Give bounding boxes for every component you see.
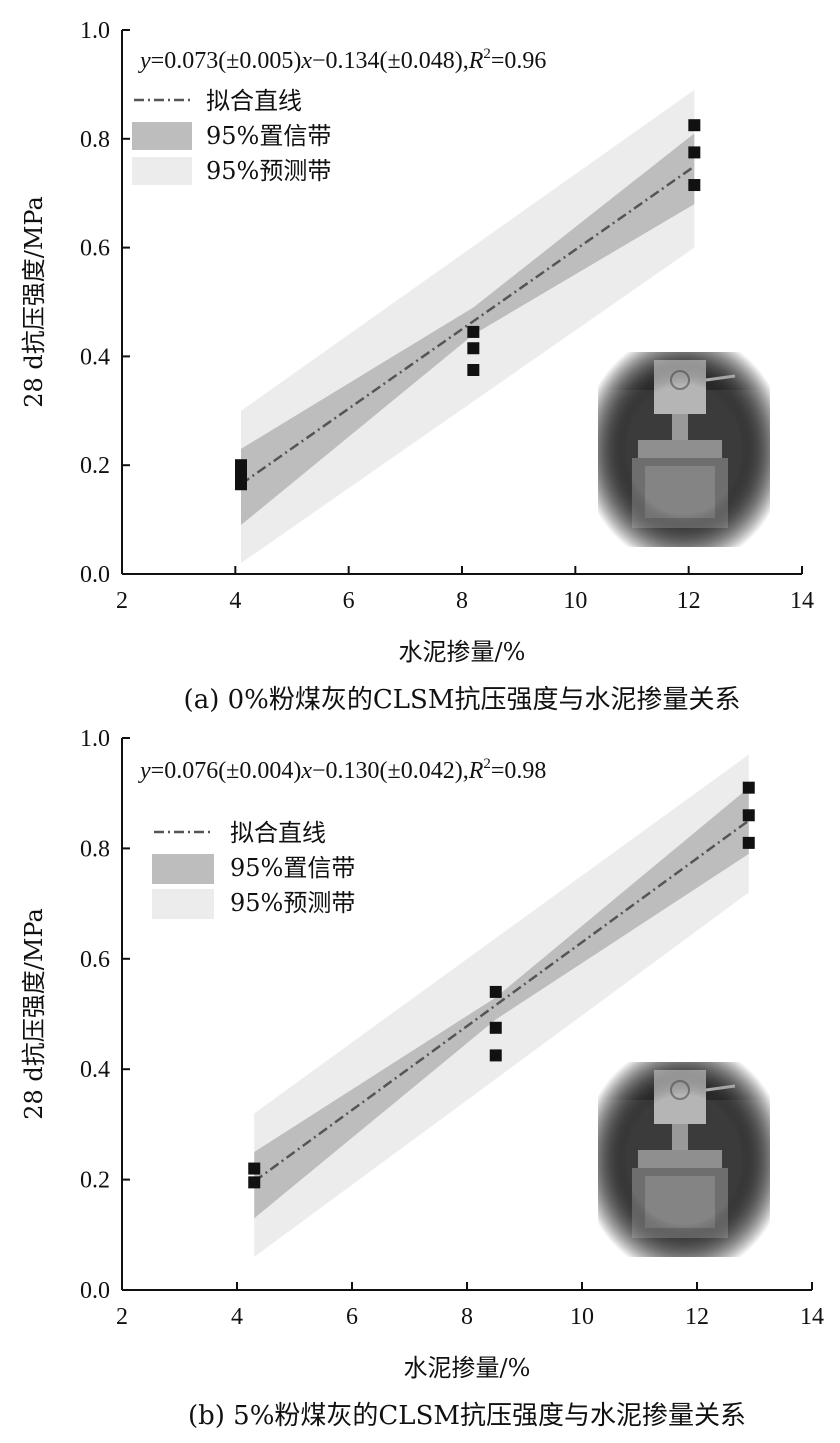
x-tick-label: 12 [685,1304,709,1330]
x-tick-label: 8 [461,1304,473,1330]
y-axis-label: 28 d抗压强度/MPa [20,908,48,1120]
data-point [742,809,755,822]
chart-panel-b: 2 4 6 8 10 12 14 0.0 0.2 0.4 0.6 0.8 1.0 y=0.076(±0… [20,726,824,1431]
data-point [467,364,480,376]
data-point [688,119,701,132]
x-tick-label: 2 [116,1304,128,1330]
data-point [742,836,755,849]
fit-equation: y=0.073(±0.005)x−0.134(±0.048),R2=0.96 [138,46,546,74]
fit-equation: y=0.076(±0.004)x−0.130(±0.042),R2=0.98 [138,756,546,784]
legend-fit-label: 拟合直线 [206,87,302,115]
x-ticks: 2 4 6 8 10 12 14 [116,566,814,614]
legend: 拟合直线 95%置信带 95%预测带 [152,819,355,919]
legend-fit-label: 拟合直线 [230,819,326,847]
legend-confidence-swatch [132,122,192,150]
data-point [235,470,247,483]
y-tick-label: 0.6 [80,236,110,262]
legend-confidence-swatch [152,854,214,884]
y-tick-label: 0.8 [80,836,110,862]
y-tick-label: 0.2 [80,1168,110,1194]
data-points [235,119,701,491]
y-ticks: 0.0 0.2 0.4 0.6 0.8 1.0 [80,18,130,588]
data-point [235,459,247,472]
x-tick-label: 12 [677,588,701,614]
data-points [248,781,755,1189]
y-tick-label: 1.0 [80,726,110,752]
fit-line [240,165,696,486]
legend-prediction-swatch [152,889,214,919]
x-tick-label: 6 [343,588,355,614]
x-axis-label: 水泥掺量/% [399,638,526,666]
legend-prediction-label: 95%预测带 [206,157,331,185]
x-tick-label: 14 [800,1304,824,1330]
y-tick-label: 0.0 [80,1278,110,1304]
legend-confidence-label: 95%置信带 [206,122,331,150]
data-point [742,781,755,794]
data-point [467,325,480,338]
data-point [688,179,701,192]
inset-photo [598,1062,770,1257]
y-tick-label: 0.2 [80,453,110,479]
y-axis-label: 28 d抗压强度/MPa [20,196,48,408]
x-tick-label: 6 [346,1304,358,1330]
x-ticks: 2 4 6 8 10 12 14 [116,1282,824,1330]
confidence-band [254,787,749,1219]
y-tick-label: 0.4 [80,344,110,370]
y-ticks: 0.0 0.2 0.4 0.6 0.8 1.0 [80,726,130,1304]
data-point [248,1176,261,1189]
data-point [467,342,480,355]
y-tick-label: 0.4 [80,1057,110,1083]
fit-line [253,819,750,1183]
x-tick-label: 14 [790,588,814,614]
x-tick-label: 8 [456,588,468,614]
legend-prediction-swatch [132,157,192,185]
y-tick-label: 0.8 [80,127,110,153]
x-axis-label: 水泥掺量/% [404,1354,531,1382]
data-point [489,1021,502,1034]
x-tick-label: 10 [563,588,587,614]
x-tick-label: 10 [570,1304,594,1330]
caption-b: (b) 5%粉煤灰的CLSM抗压强度与水泥掺量关系 [188,1401,746,1431]
legend-prediction-label: 95%预测带 [230,889,355,917]
data-point [489,985,502,998]
y-tick-label: 0.6 [80,947,110,973]
data-point [688,146,701,159]
y-tick-label: 0.0 [80,562,110,588]
inset-photo [598,352,770,547]
x-tick-label: 2 [116,588,128,614]
caption-a: (a) 0%粉煤灰的CLSM抗压强度与水泥掺量关系 [184,685,741,715]
y-tick-label: 1.0 [80,18,110,44]
x-tick-label: 4 [231,1304,243,1330]
chart-panel-a: 2 4 6 8 10 12 14 0.0 0.2 0.4 0.6 0.8 1.0 y=0.073(±0… [20,18,814,715]
data-point [248,1162,261,1175]
legend-confidence-label: 95%置信带 [230,854,355,882]
legend: 拟合直线 95%置信带 95%预测带 [132,87,331,185]
x-tick-label: 4 [229,588,241,614]
data-point [489,1049,502,1062]
